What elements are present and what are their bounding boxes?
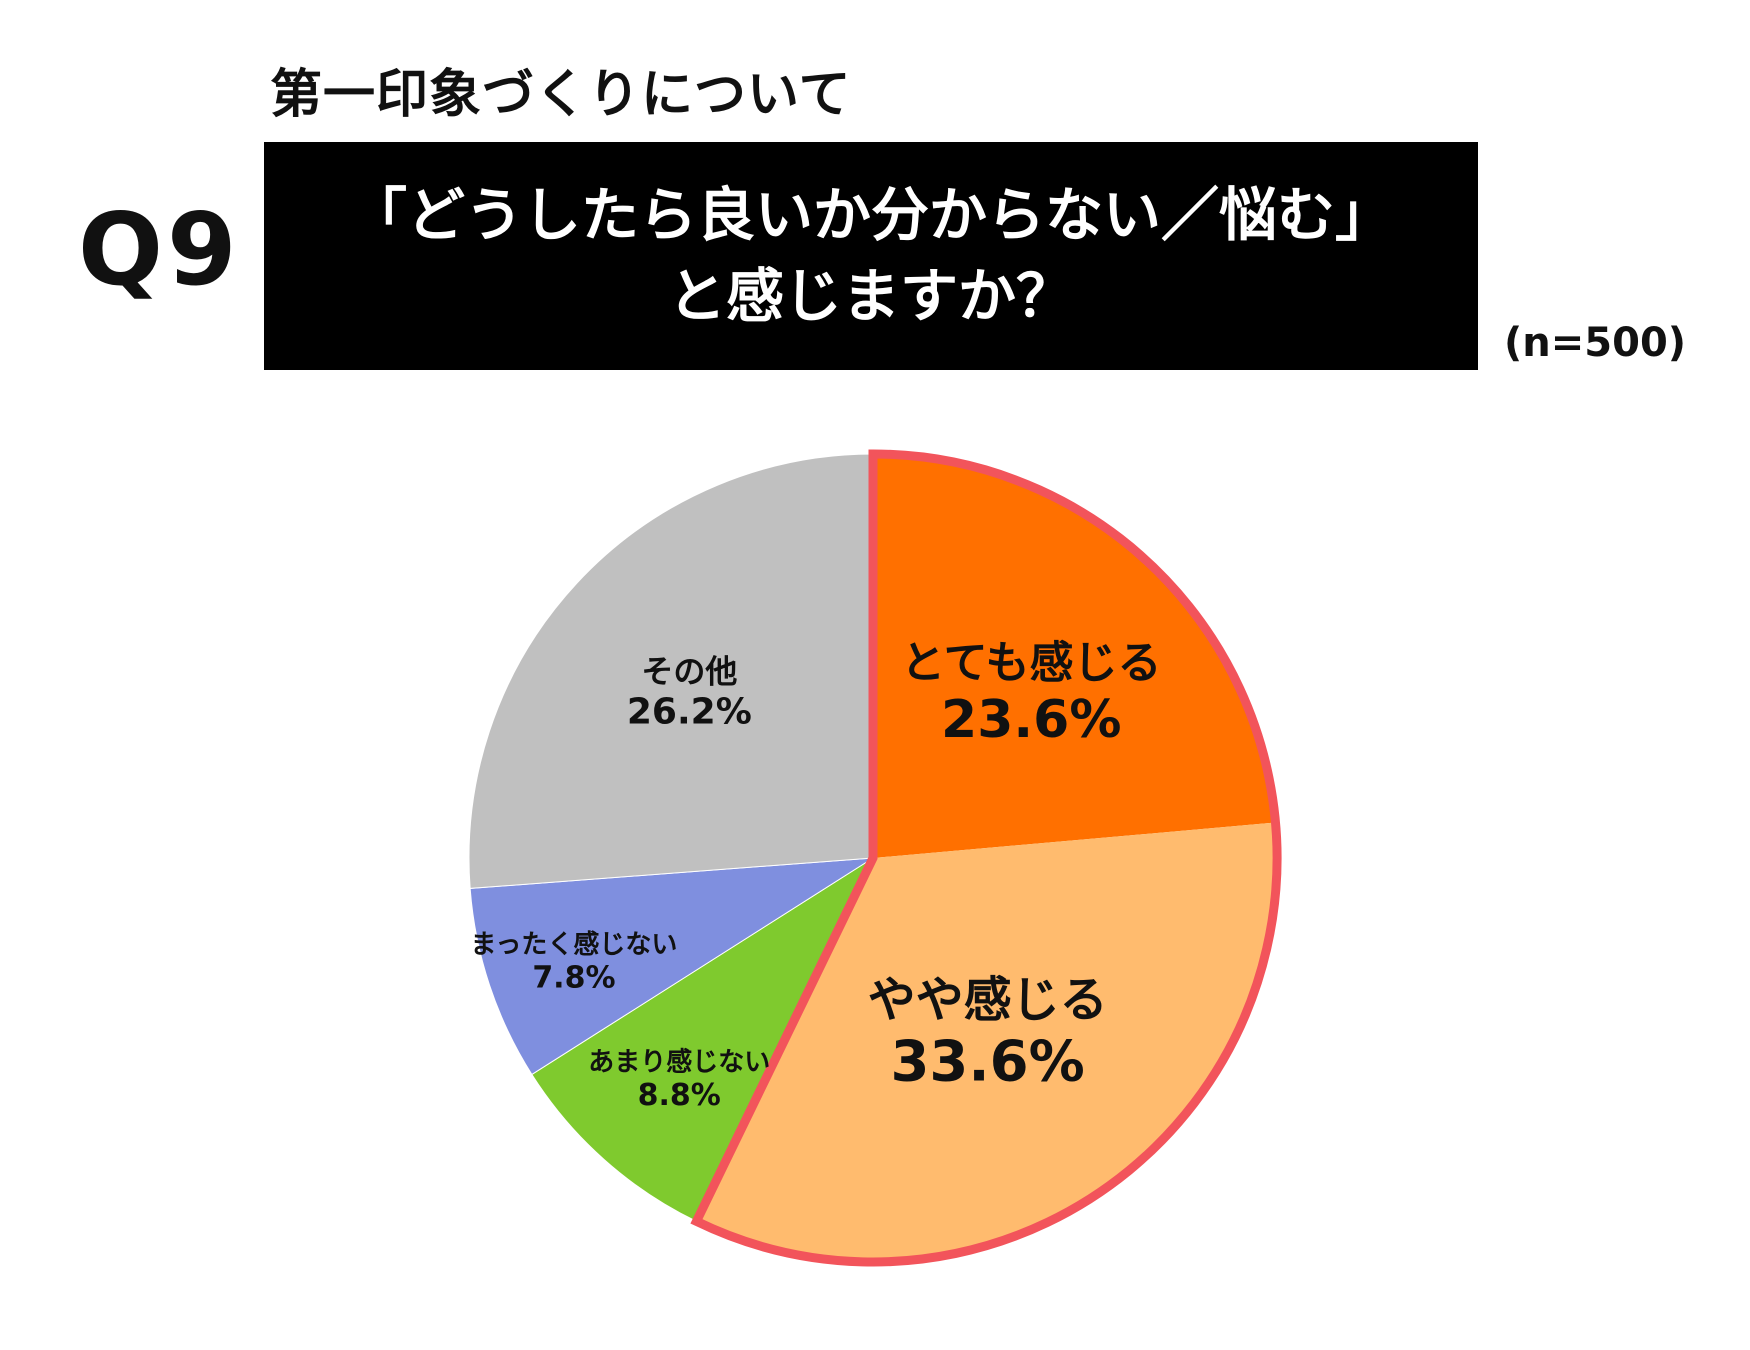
sample-size: (n=500) xyxy=(1504,320,1687,366)
pie-slice-4 xyxy=(469,857,874,1076)
pie-slice-5 xyxy=(468,453,874,889)
slice-label-4: まったく感じない xyxy=(470,930,677,960)
slice-value-4: 7.8% xyxy=(532,960,615,995)
slice-label-3: あまり感じない xyxy=(588,1047,770,1077)
highlight-outline xyxy=(690,449,1282,1267)
highlight-outline-path xyxy=(690,449,1282,1267)
subtitle: 第一印象づくりについて xyxy=(270,65,852,125)
slice-value-3: 8.8% xyxy=(638,1078,721,1113)
slice-label-5: その他 xyxy=(641,652,737,690)
question-number: Q9 xyxy=(78,191,241,308)
pie-slice-1 xyxy=(873,454,1276,858)
question-box: 「どうしたら良いか分からない／悩む」 と感じますか？ xyxy=(264,142,1478,370)
slice-label-1: とても感じる xyxy=(901,637,1161,688)
pie-slice-3 xyxy=(531,856,875,1223)
question-line-2: と感じますか？ xyxy=(667,262,1074,330)
slice-value-1: 23.6% xyxy=(941,690,1121,750)
slice-label-2: やや感じる xyxy=(868,972,1108,1028)
slice-value-2: 33.6% xyxy=(890,1029,1084,1094)
question-line-1: 「どうしたら良いか分からない／悩む」 xyxy=(348,180,1393,249)
slice-value-5: 26.2% xyxy=(627,692,752,733)
pie-slices xyxy=(468,453,1277,1262)
